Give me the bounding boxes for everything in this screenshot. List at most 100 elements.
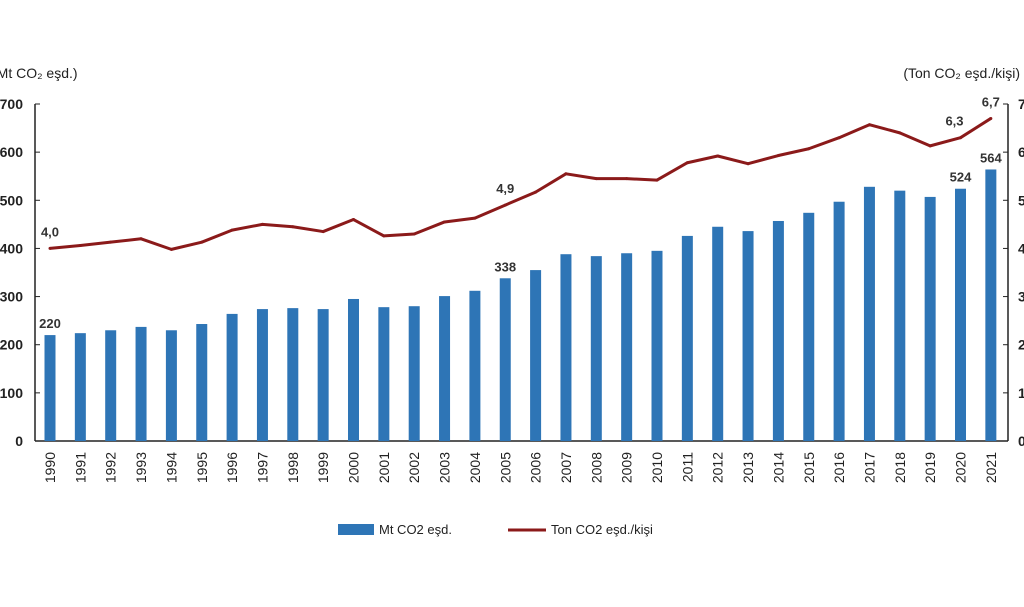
line-point bbox=[139, 237, 143, 241]
right-tick-label: 6 bbox=[1018, 144, 1024, 160]
x-tick-label: 2006 bbox=[528, 452, 544, 483]
x-tick-label: 2019 bbox=[922, 452, 938, 483]
line-point bbox=[685, 161, 689, 165]
left-tick-label: 100 bbox=[0, 385, 23, 401]
bar bbox=[317, 309, 329, 441]
x-tick-label: 2002 bbox=[406, 452, 422, 483]
line-point bbox=[230, 228, 234, 232]
right-tick-label: 4 bbox=[1018, 240, 1024, 256]
x-tick-label: 2015 bbox=[801, 452, 817, 483]
x-tick-label: 2005 bbox=[497, 452, 513, 483]
x-tick-label: 1999 bbox=[315, 452, 331, 483]
bar bbox=[985, 169, 997, 441]
legend-label-line: Ton CO2 eşd./kişi bbox=[551, 522, 653, 537]
bar bbox=[256, 309, 268, 441]
line-point bbox=[837, 136, 841, 140]
left-tick-label: 0 bbox=[15, 433, 23, 449]
x-tick-label: 2016 bbox=[831, 452, 847, 483]
x-tick-label: 2008 bbox=[588, 452, 604, 483]
right-tick-label: 0 bbox=[1018, 433, 1024, 449]
right-tick-label: 2 bbox=[1018, 337, 1024, 353]
line-point bbox=[898, 131, 902, 135]
bar bbox=[226, 313, 238, 441]
x-tick-label: 1990 bbox=[42, 452, 58, 483]
bar bbox=[499, 278, 511, 441]
line-point bbox=[473, 216, 477, 220]
x-tick-label: 2003 bbox=[437, 452, 453, 483]
x-tick-label: 2013 bbox=[740, 452, 756, 483]
line-point bbox=[169, 247, 173, 251]
line-point bbox=[867, 123, 871, 127]
x-tick-label: 1997 bbox=[254, 452, 270, 483]
line-point bbox=[928, 144, 932, 148]
line-point bbox=[78, 244, 82, 248]
line-point bbox=[200, 240, 204, 244]
line-series bbox=[49, 117, 992, 251]
x-tick-label: 2021 bbox=[983, 452, 999, 483]
line-data-label: 6,7 bbox=[982, 94, 1000, 109]
bar bbox=[378, 307, 390, 441]
bar bbox=[894, 190, 906, 441]
bar bbox=[590, 256, 602, 441]
line-point bbox=[655, 178, 659, 182]
bar-data-label: 220 bbox=[39, 316, 61, 331]
bar bbox=[651, 250, 663, 441]
bar bbox=[560, 254, 572, 441]
legend-swatch-bar bbox=[338, 524, 374, 535]
bar bbox=[469, 290, 481, 441]
left-tick-label: 700 bbox=[0, 96, 23, 112]
x-tick-label: 2007 bbox=[558, 452, 574, 483]
x-tick-label: 2004 bbox=[467, 452, 483, 483]
line-point bbox=[625, 177, 629, 181]
bar-data-label: 524 bbox=[950, 170, 972, 185]
line-point bbox=[807, 147, 811, 151]
line-data-label: 6,3 bbox=[945, 114, 963, 129]
bar-data-label: 338 bbox=[494, 259, 516, 274]
bar bbox=[439, 296, 451, 441]
x-tick-label: 2018 bbox=[892, 452, 908, 483]
bar bbox=[712, 226, 724, 441]
x-tick-label: 2000 bbox=[346, 452, 362, 483]
line-point bbox=[260, 222, 264, 226]
left-axis-title: (Mt CO₂ eşd.) bbox=[0, 65, 78, 81]
right-tick-label: 1 bbox=[1018, 385, 1024, 401]
line-point bbox=[412, 232, 416, 236]
bar bbox=[621, 253, 633, 441]
bar bbox=[348, 298, 359, 441]
x-tick-label: 1993 bbox=[133, 452, 149, 483]
bar bbox=[681, 235, 693, 441]
bar bbox=[530, 270, 542, 441]
left-tick-label: 200 bbox=[0, 337, 23, 353]
legend: Mt CO2 eşd. Ton CO2 eşd./kişi bbox=[338, 522, 653, 537]
legend-label-bar: Mt CO2 eşd. bbox=[379, 522, 452, 537]
line-point bbox=[959, 136, 962, 140]
line-point bbox=[382, 234, 386, 238]
line-data-label: 4,9 bbox=[496, 181, 514, 196]
line-point bbox=[48, 246, 52, 250]
bar bbox=[742, 231, 754, 441]
line-point bbox=[109, 240, 113, 244]
line-point bbox=[989, 116, 993, 120]
x-tick-label: 2009 bbox=[619, 452, 635, 483]
bar-data-label: 564 bbox=[980, 150, 1002, 165]
left-tick-label: 300 bbox=[0, 289, 23, 305]
x-tick-label: 1998 bbox=[285, 452, 301, 483]
x-tick-label: 2017 bbox=[861, 452, 877, 483]
bar bbox=[165, 330, 177, 441]
x-tick-label: 2010 bbox=[649, 452, 665, 483]
x-tick-label: 2020 bbox=[953, 452, 969, 483]
line-data-label: 4,0 bbox=[41, 224, 59, 239]
bar bbox=[955, 188, 966, 441]
x-tick-label: 2014 bbox=[770, 452, 786, 483]
right-tick-label: 3 bbox=[1018, 289, 1024, 305]
x-tick-label: 1992 bbox=[103, 452, 119, 483]
left-tick-label: 600 bbox=[0, 144, 23, 160]
left-tick-label: 400 bbox=[0, 240, 23, 256]
x-tick-label: 2011 bbox=[679, 452, 695, 482]
x-tick-label: 2012 bbox=[710, 452, 726, 483]
bar bbox=[833, 201, 845, 441]
line-point bbox=[716, 154, 720, 158]
line-point bbox=[503, 203, 507, 207]
bar bbox=[105, 330, 117, 441]
